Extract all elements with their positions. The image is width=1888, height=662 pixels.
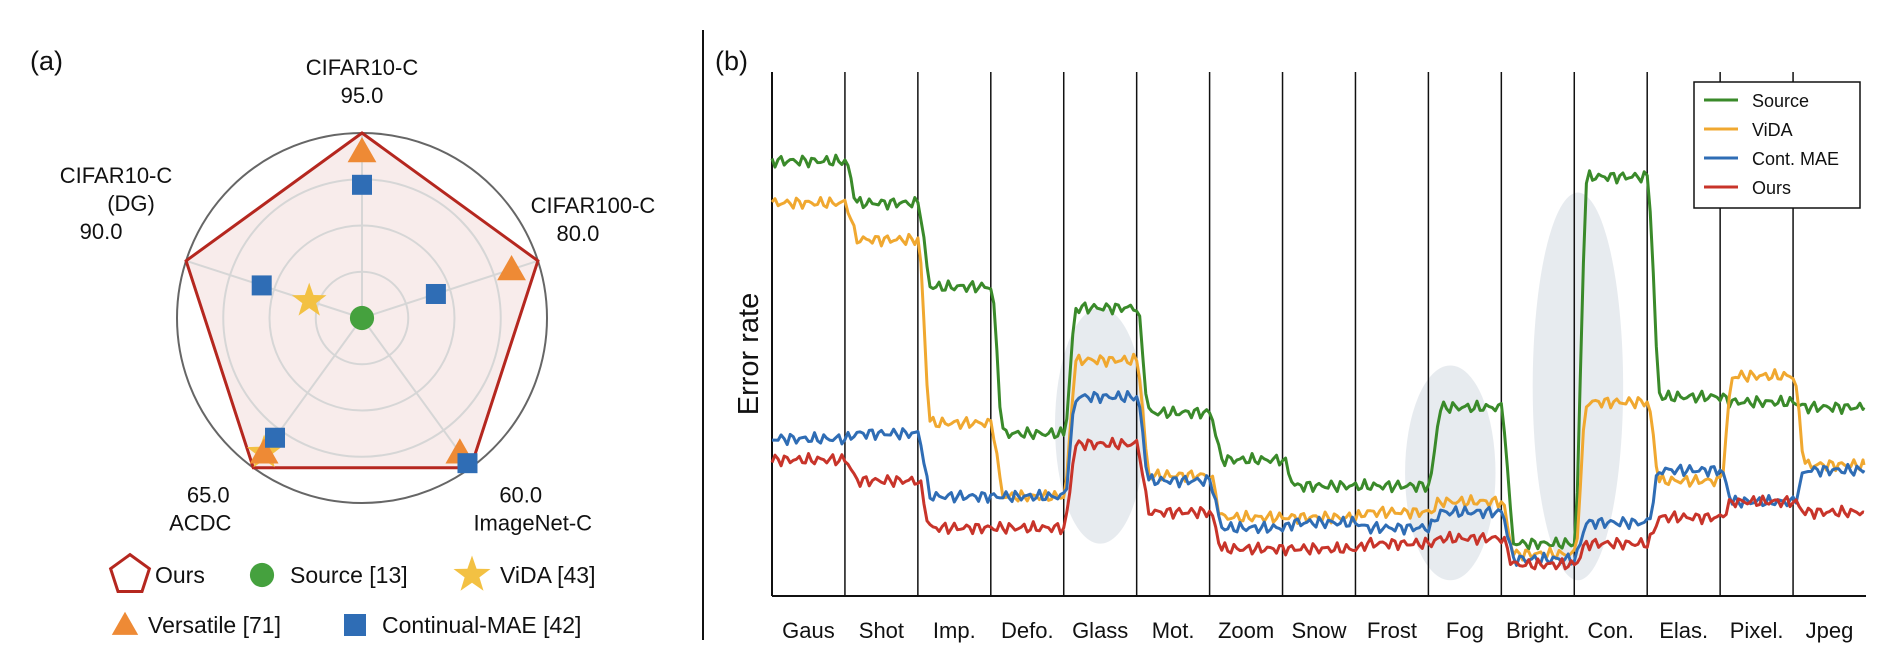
legend-marker-source-13 xyxy=(249,562,275,588)
radar-point-versatile-71 xyxy=(347,137,377,163)
x-tick-label: Snow xyxy=(1291,618,1346,643)
x-tick-label: Jpeg xyxy=(1806,618,1854,643)
radar-axis-value: 65.0 xyxy=(187,483,230,508)
highlight-region xyxy=(1532,192,1624,581)
x-tick-label: Defo. xyxy=(1001,618,1054,643)
x-tick-label: Con. xyxy=(1587,618,1633,643)
radar-spoke xyxy=(185,259,363,319)
panel-b-label: (b) xyxy=(715,46,748,76)
radar-legend: Ours Source [13] ViDA [43] Versatile [71] Co… xyxy=(108,552,595,638)
radar-axis-label: ImageNet-C xyxy=(473,511,592,536)
series-line-source xyxy=(770,153,1866,551)
radar-axis-label: ACDC xyxy=(169,511,231,536)
x-tick-label: Fog xyxy=(1446,618,1484,643)
x-tick-label: Mot. xyxy=(1152,618,1195,643)
legend-label-continual-mae-42: Continual-MAE [42] xyxy=(382,612,581,638)
radar-axis-value: 95.0 xyxy=(341,83,384,108)
radar-point-continual-mae-42 xyxy=(265,427,286,448)
radar-point-vida-43 xyxy=(291,282,327,316)
radar-axis-value: 90.0 xyxy=(80,219,123,244)
legend-label-versatile-71: Versatile [71] xyxy=(148,612,281,638)
line-legend-label-cont-mae: Cont. MAE xyxy=(1752,149,1839,169)
legend-label-ours: Ours xyxy=(155,562,205,588)
radar-axis-value: 60.0 xyxy=(499,483,542,508)
legend-marker-continual-mae-42 xyxy=(344,614,366,636)
radar-point-versatile-71 xyxy=(497,255,526,281)
radar-point-continual-mae-42 xyxy=(251,275,272,296)
radar-axis-label: CIFAR10-C xyxy=(306,55,419,80)
highlight-region xyxy=(1405,365,1496,581)
x-tick-label: Gaus xyxy=(782,618,835,643)
x-tick-label: Glass xyxy=(1072,618,1128,643)
y-axis-label: Error rate xyxy=(733,293,765,415)
line-legend-label-ours: Ours xyxy=(1752,178,1791,198)
x-tick-label: Bright. xyxy=(1506,618,1570,643)
legend-label-vida-43: ViDA [43] xyxy=(500,562,595,588)
x-tick-label: Elas. xyxy=(1659,618,1708,643)
radar-ours-outline xyxy=(184,131,540,470)
x-tick-label: Shot xyxy=(859,618,904,643)
line-legend-label-source: Source xyxy=(1752,91,1809,111)
panel-a-label: (a) xyxy=(30,46,63,76)
series-line-vida xyxy=(770,196,1866,562)
legend-marker-ours xyxy=(108,552,152,593)
radar-spoke xyxy=(361,317,472,469)
line-chart: Gaus Shot Imp. Defo. Glass Mot. Zoom Snow Frost F… xyxy=(733,72,1866,643)
radar-axis-label: CIFAR10-C xyxy=(60,163,173,188)
series-line-cont-mae xyxy=(772,390,1866,567)
radar-axis-value: 80.0 xyxy=(557,221,600,246)
radar-point-continual-mae-42 xyxy=(425,283,446,304)
radar-axis-label: (DG) xyxy=(107,191,155,216)
x-tick-label: Zoom xyxy=(1218,618,1274,643)
x-tick-label: Frost xyxy=(1367,618,1417,643)
x-tick-label: Imp. xyxy=(933,618,976,643)
radar-chart: CIFAR10-C 95.0 CIFAR100-C 80.0 60.0 ImageNet-… xyxy=(60,55,656,536)
radar-axis-label: CIFAR100-C xyxy=(531,193,656,218)
legend-marker-vida-43 xyxy=(453,555,491,591)
series-line-ours xyxy=(770,436,1865,571)
radar-point-versatile-71 xyxy=(249,438,279,464)
highlight-region xyxy=(1054,307,1146,544)
radar-point-continual-mae-42 xyxy=(457,453,478,474)
radar-point-source-13 xyxy=(349,305,375,331)
legend-marker-versatile-71 xyxy=(111,611,139,635)
line-legend-label-vida: ViDA xyxy=(1752,120,1793,140)
x-tick-label: Pixel. xyxy=(1730,618,1784,643)
legend-label-source-13: Source [13] xyxy=(290,562,408,588)
radar-point-continual-mae-42 xyxy=(352,174,372,195)
